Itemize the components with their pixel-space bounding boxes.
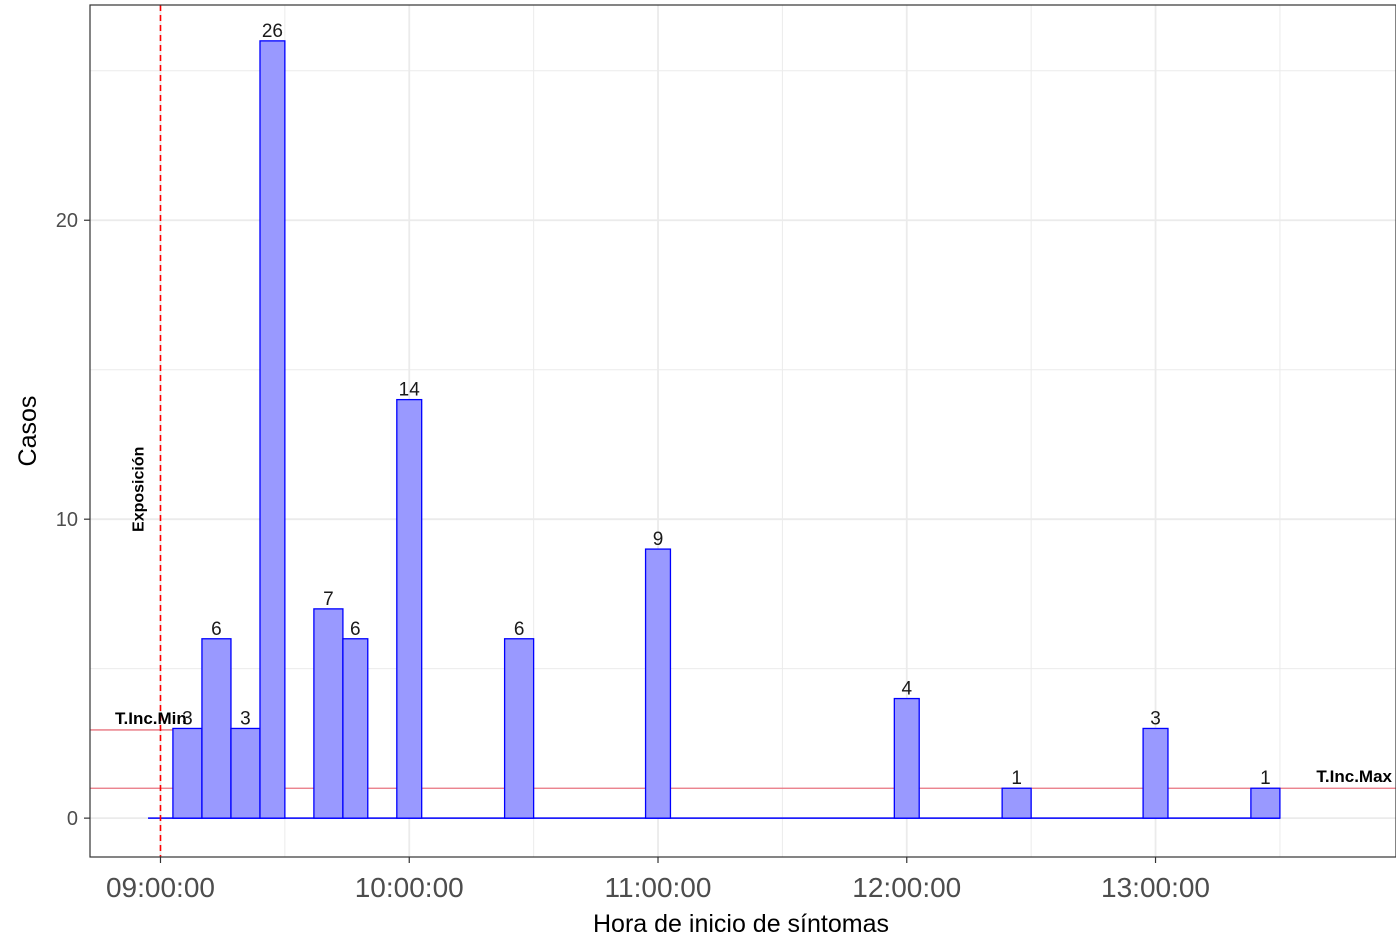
bar-12 <box>1142 727 1169 819</box>
panel-border <box>89 4 1396 858</box>
bar-label-2: 6 <box>211 619 222 640</box>
bar-13 <box>1250 787 1281 819</box>
bar-label-3: 3 <box>240 708 251 729</box>
bar-8 <box>503 638 535 819</box>
bar-label-5: 7 <box>323 589 334 610</box>
bar-6 <box>342 638 369 819</box>
bar-label-6: 6 <box>350 619 361 640</box>
bar-label-11: 1 <box>1011 768 1022 789</box>
y-axis-title: Casos <box>14 396 42 467</box>
x-tick-label: 11:00:00 <box>605 872 712 903</box>
x-tick-label: 10:00:00 <box>355 872 464 903</box>
bar-10 <box>893 697 920 819</box>
x-axis-title: Hora de inicio de síntomas <box>593 910 889 937</box>
bars <box>172 40 1281 819</box>
bar-label-4: 26 <box>262 21 283 42</box>
bar-11 <box>1001 787 1032 819</box>
bar-label-13: 1 <box>1260 768 1271 789</box>
bar-label-12: 3 <box>1150 708 1161 729</box>
incubation-lines <box>90 729 1396 789</box>
bar-9 <box>644 548 672 819</box>
bar-2 <box>201 638 232 819</box>
bar-label-1: 3 <box>182 708 193 729</box>
bar-1 <box>172 727 203 819</box>
y-tick-label: 10 <box>56 509 78 531</box>
y-tick-label: 20 <box>56 210 78 232</box>
exposure-label: Exposición <box>130 447 147 532</box>
incubation-min-label: T.Inc.Min <box>115 709 187 728</box>
annotations: T.Inc.Min T.Inc.Max <box>115 709 1393 786</box>
x-axis: 09:00:00 10:00:00 11:00:00 12:00:00 13:00:00 <box>106 857 1210 903</box>
exposure-marker: Exposición <box>130 5 162 857</box>
x-tick-label: 12:00:00 <box>852 872 961 903</box>
x-tick-label: 09:00:00 <box>106 872 215 903</box>
x-tick-label: 13:00:00 <box>1101 872 1210 903</box>
bar-3 <box>230 727 261 819</box>
bar-4 <box>259 40 286 819</box>
bar-label-8: 6 <box>514 619 525 640</box>
grid-lines <box>90 5 1396 857</box>
bar-5 <box>313 608 344 819</box>
bar-label-7: 14 <box>399 380 421 401</box>
bar-label-9: 9 <box>653 529 664 550</box>
y-axis: 0 10 20 <box>56 210 90 830</box>
bar-7 <box>396 398 423 819</box>
bar-label-10: 4 <box>901 679 912 700</box>
y-tick-label: 0 <box>67 808 78 830</box>
incubation-max-label: T.Inc.Max <box>1316 767 1392 786</box>
